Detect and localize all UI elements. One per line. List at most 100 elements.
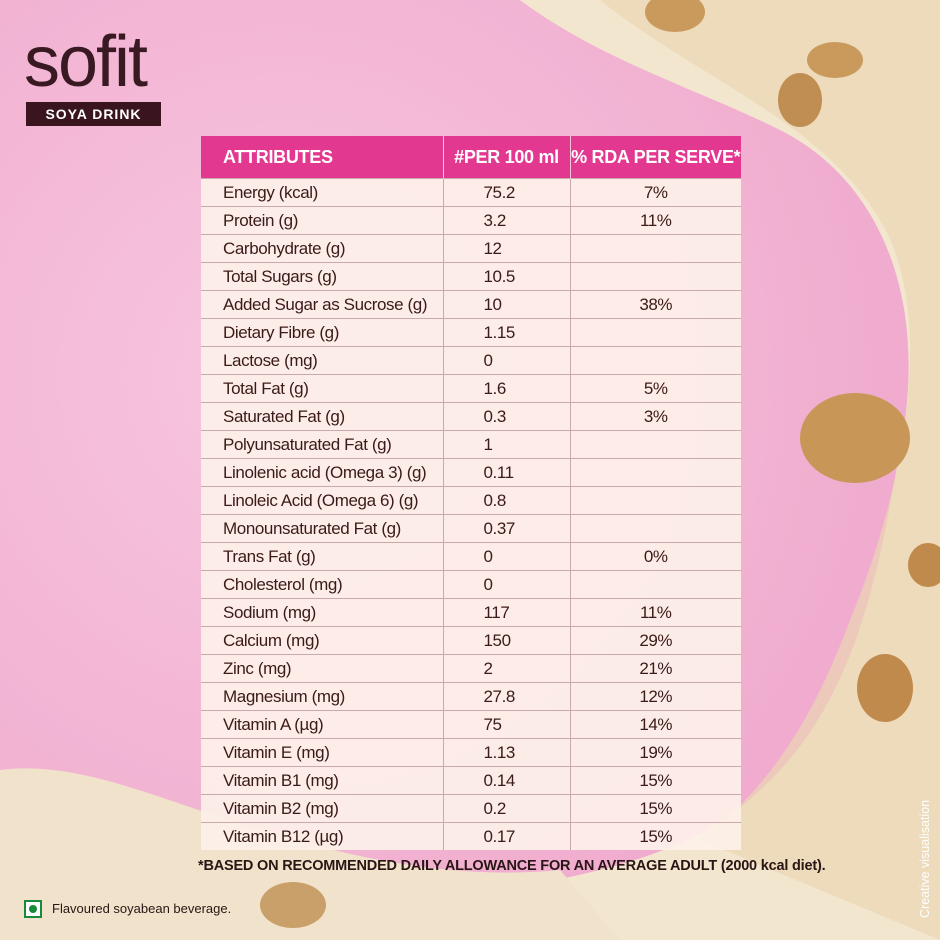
- soybean: [800, 393, 910, 483]
- rda-per-serve: 29%: [569, 626, 741, 655]
- table-row: Protein (g) 3.2 11%: [201, 206, 741, 235]
- column-header: #PER 100 ml: [442, 136, 570, 179]
- per-100ml: 0: [442, 346, 570, 375]
- soybean: [908, 543, 940, 587]
- rda-per-serve: [569, 514, 741, 543]
- table-row: Vitamin B2 (mg) 0.2 15%: [201, 794, 741, 823]
- table-row: Trans Fat (g) 0 0%: [201, 542, 741, 571]
- rda-per-serve: [569, 346, 741, 375]
- rda-per-serve: 38%: [569, 290, 741, 319]
- soybean: [260, 882, 326, 928]
- rda-per-serve: 19%: [569, 738, 741, 767]
- per-100ml: 0: [442, 570, 570, 599]
- table-row: Dietary Fibre (g) 1.15: [201, 318, 741, 347]
- table-row: Carbohydrate (g) 12: [201, 234, 741, 263]
- rda-per-serve: [569, 486, 741, 515]
- rda-per-serve: 14%: [569, 710, 741, 739]
- attribute: Vitamin E (mg): [201, 738, 443, 767]
- soybean: [645, 0, 705, 32]
- per-100ml: 1: [442, 430, 570, 459]
- per-100ml: 1.6: [442, 374, 570, 403]
- nutrition-table: ATTRIBUTES #PER 100 ml % RDA PER SERVE* …: [201, 136, 741, 850]
- attribute: Total Fat (g): [201, 374, 443, 403]
- table-row: Zinc (mg) 2 21%: [201, 654, 741, 683]
- per-100ml: 1.13: [442, 738, 570, 767]
- attribute: Saturated Fat (g): [201, 402, 443, 431]
- per-100ml: 12: [442, 234, 570, 263]
- per-100ml: 10: [442, 290, 570, 319]
- attribute: Vitamin A (µg): [201, 710, 443, 739]
- footnote: *BASED ON RECOMMENDED DAILY ALLOWANCE FO…: [198, 858, 826, 874]
- attribute: Sodium (mg): [201, 598, 443, 627]
- rda-per-serve: 15%: [569, 794, 741, 823]
- brand-logo: sofit: [24, 22, 148, 102]
- column-header: ATTRIBUTES: [201, 136, 443, 179]
- per-100ml: 0.14: [442, 766, 570, 795]
- table-row: Total Sugars (g) 10.5: [201, 262, 741, 291]
- attribute: Added Sugar as Sucrose (g): [201, 290, 443, 319]
- per-100ml: 27.8: [442, 682, 570, 711]
- table-row: Vitamin B12 (µg) 0.17 15%: [201, 822, 741, 850]
- rda-per-serve: 12%: [569, 682, 741, 711]
- attribute: Cholesterol (mg): [201, 570, 443, 599]
- per-100ml: 75: [442, 710, 570, 739]
- rda-per-serve: 21%: [569, 654, 741, 683]
- table-row: Added Sugar as Sucrose (g) 10 38%: [201, 290, 741, 319]
- per-100ml: 0.37: [442, 514, 570, 543]
- table-header: ATTRIBUTES #PER 100 ml % RDA PER SERVE*: [201, 136, 741, 179]
- rda-per-serve: [569, 234, 741, 263]
- attribute: Vitamin B1 (mg): [201, 766, 443, 795]
- attribute: Monounsaturated Fat (g): [201, 514, 443, 543]
- attribute: Linoleic Acid (Omega 6) (g): [201, 486, 443, 515]
- attribute: Zinc (mg): [201, 654, 443, 683]
- table-row: Total Fat (g) 1.6 5%: [201, 374, 741, 403]
- rda-per-serve: 15%: [569, 766, 741, 795]
- attribute: Energy (kcal): [201, 178, 443, 207]
- milk-splash: [600, 0, 940, 940]
- column-header: % RDA PER SERVE*: [569, 136, 741, 179]
- rda-per-serve: [569, 318, 741, 347]
- product-description: Flavoured soyabean beverage.: [52, 901, 232, 916]
- table-row: Vitamin A (µg) 75 14%: [201, 710, 741, 739]
- attribute: Vitamin B2 (mg): [201, 794, 443, 823]
- per-100ml: 0.3: [442, 402, 570, 431]
- per-100ml: 0.8: [442, 486, 570, 515]
- soybean: [807, 42, 863, 78]
- table-row: Magnesium (mg) 27.8 12%: [201, 682, 741, 711]
- per-100ml: 0.11: [442, 458, 570, 487]
- table-row: Energy (kcal) 75.2 7%: [201, 178, 741, 207]
- per-100ml: 1.15: [442, 318, 570, 347]
- table-row: Calcium (mg) 150 29%: [201, 626, 741, 655]
- attribute: Calcium (mg): [201, 626, 443, 655]
- table-row: Vitamin E (mg) 1.13 19%: [201, 738, 741, 767]
- per-100ml: 75.2: [442, 178, 570, 207]
- table-row: Polyunsaturated Fat (g) 1: [201, 430, 741, 459]
- attribute: Protein (g): [201, 206, 443, 235]
- attribute: Carbohydrate (g): [201, 234, 443, 263]
- per-100ml: 0.2: [442, 794, 570, 823]
- rda-per-serve: 3%: [569, 402, 741, 431]
- attribute: Vitamin B12 (µg): [201, 822, 443, 850]
- attribute: Total Sugars (g): [201, 262, 443, 291]
- rda-per-serve: 0%: [569, 542, 741, 571]
- veg-icon: [24, 900, 42, 918]
- table-row: Vitamin B1 (mg) 0.14 15%: [201, 766, 741, 795]
- rda-per-serve: 5%: [569, 374, 741, 403]
- table-row: Linolenic acid (Omega 3) (g) 0.11: [201, 458, 741, 487]
- soybean: [778, 73, 822, 127]
- rda-per-serve: 11%: [569, 206, 741, 235]
- per-100ml: 0: [442, 542, 570, 571]
- table-row: Linoleic Acid (Omega 6) (g) 0.8: [201, 486, 741, 515]
- rda-per-serve: [569, 458, 741, 487]
- disclaimer: Creative visualisation: [918, 799, 932, 918]
- brand-tagline: SOYA DRINK: [26, 102, 161, 126]
- table-row: Cholesterol (mg) 0: [201, 570, 741, 599]
- attribute: Dietary Fibre (g): [201, 318, 443, 347]
- rda-per-serve: 11%: [569, 598, 741, 627]
- per-100ml: 117: [442, 598, 570, 627]
- per-100ml: 2: [442, 654, 570, 683]
- attribute: Linolenic acid (Omega 3) (g): [201, 458, 443, 487]
- table-row: Saturated Fat (g) 0.3 3%: [201, 402, 741, 431]
